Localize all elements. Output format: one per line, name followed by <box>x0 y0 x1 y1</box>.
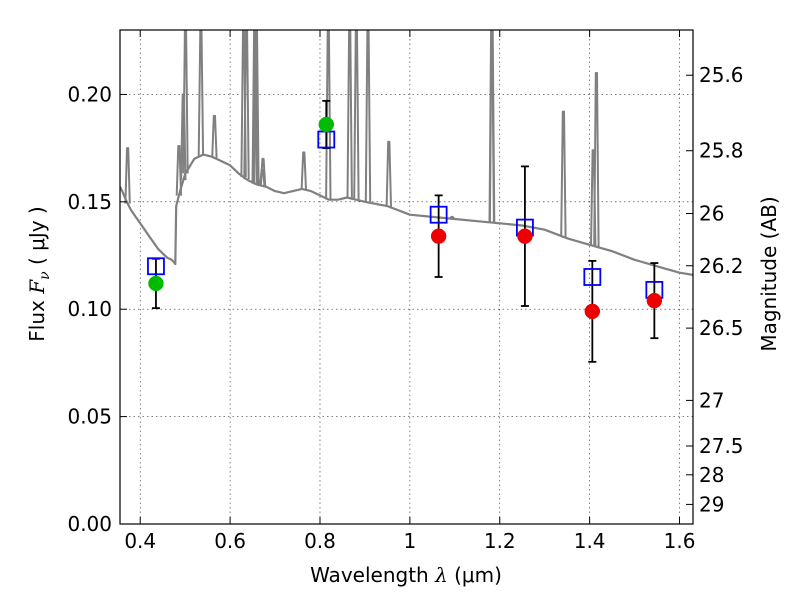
observed-optical-point <box>148 275 164 292</box>
emission-line <box>385 140 392 207</box>
x-tick-label: 1.2 <box>484 529 516 553</box>
y-tick-label: 0.15 <box>67 190 112 214</box>
model-band-flux-square <box>147 257 165 276</box>
emission-line <box>300 151 307 190</box>
y-tick-label: 0.20 <box>67 82 112 106</box>
y-axis-label-prefix: Flux <box>25 294 49 342</box>
x-tick-label: 0.8 <box>304 529 336 553</box>
plot-frame <box>119 29 694 525</box>
observed-nir-point <box>517 228 533 244</box>
x-axis-label: Wavelength λ (μm) <box>310 563 502 587</box>
emission-line <box>253 30 260 185</box>
mag-tick-label: 27.5 <box>699 434 744 458</box>
x-tick-label: 0.4 <box>124 529 156 553</box>
x-axis-label-lambda: λ <box>434 563 448 587</box>
y-tick-label: 0.05 <box>67 405 112 429</box>
x-tick-label: 1.6 <box>664 529 696 553</box>
y-tick-label: 0.00 <box>67 512 112 536</box>
model-sed-continuum <box>120 153 693 276</box>
emission-line <box>593 72 600 247</box>
model-band-flux-square <box>429 205 448 224</box>
right-axis-label: Magnitude (AB) <box>757 196 781 351</box>
mag-tick-label: 26.5 <box>699 316 744 340</box>
x-axis-label-unit: (μm) <box>448 563 502 587</box>
observed-nir-point <box>646 292 663 309</box>
mag-tick-label: 26 <box>699 202 724 226</box>
emission-line <box>211 114 218 158</box>
emission-line <box>364 30 372 203</box>
mag-tick-label: 28 <box>699 463 724 487</box>
emission-line <box>197 30 205 156</box>
emission-line <box>124 147 131 204</box>
emission-line <box>259 157 267 187</box>
model-sed-layer <box>120 30 693 276</box>
y-axis-label-symbol: F <box>25 279 49 295</box>
emission-line <box>182 30 189 174</box>
x-axis-label-prefix: Wavelength <box>310 563 435 587</box>
mag-tick-label: 25.6 <box>699 63 744 87</box>
ticks-layer: 0.4 0.6 0.8 1 1.2 1.4 1.6 0.00 0.05 0.10 0.15 0.20 2… <box>67 30 744 553</box>
emission-line <box>488 30 496 223</box>
y-axis-label-subscript: ν <box>37 271 53 280</box>
mag-tick-label: 27 <box>699 388 724 412</box>
x-tick-label: 0.6 <box>214 529 246 553</box>
x-tick-label: 1.4 <box>574 529 606 553</box>
y-axis-label: Flux Fν ( μJy ) <box>25 206 53 341</box>
observed-nir-point <box>584 303 601 320</box>
data-points-layer <box>147 99 664 363</box>
emission-line <box>243 30 250 180</box>
emission-line <box>560 110 567 237</box>
mag-tick-label: 26.2 <box>699 254 744 278</box>
mag-tick-label: 29 <box>699 492 724 516</box>
emission-line <box>353 30 360 200</box>
observed-nir-point <box>430 228 447 244</box>
mag-tick-label: 25.8 <box>699 139 744 163</box>
emission-line <box>449 215 455 220</box>
observed-optical-point <box>318 116 335 133</box>
y-axis-label-unit: ( μJy ) <box>25 206 49 271</box>
y-tick-label: 0.10 <box>67 297 112 321</box>
grid-layer <box>120 30 693 525</box>
model-band-flux-square <box>583 268 602 286</box>
x-tick-label: 1 <box>404 529 417 553</box>
emission-line <box>346 30 353 199</box>
